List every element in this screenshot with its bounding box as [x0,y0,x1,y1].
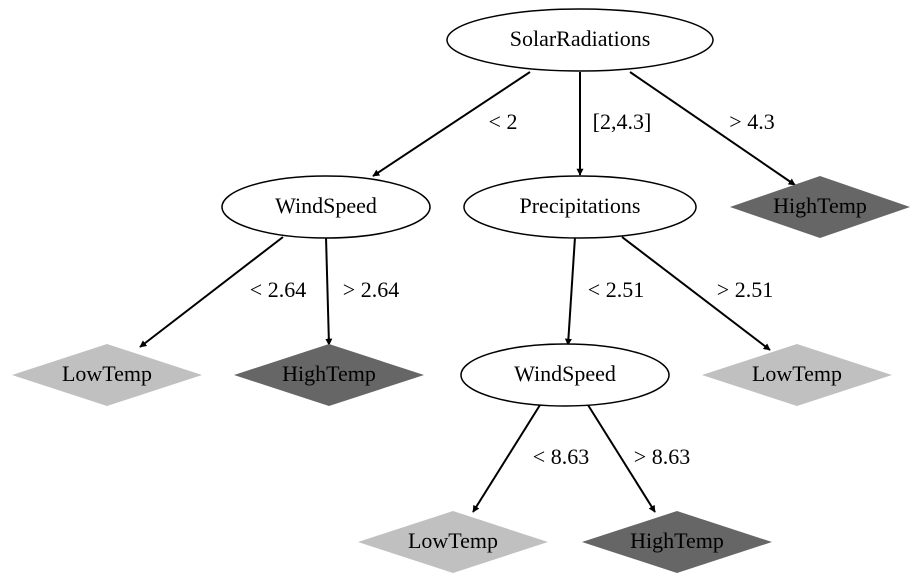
edge-label: < 2 [489,109,518,134]
edge [564,236,576,346]
edge-label: > 4.3 [729,109,774,134]
edge-label: < 2.64 [250,277,306,302]
edge [139,236,284,348]
edge-label: > 2.64 [343,277,399,302]
edge-label: < 8.63 [533,444,589,469]
node-ellipse [446,8,714,72]
node-label: LowTemp [62,361,152,386]
edge-label: > 2.51 [717,277,773,302]
node-diamond [702,344,892,406]
edge [587,404,656,513]
node-label: WindSpeed [275,193,377,218]
node-diamond [358,511,548,573]
node-label: LowTemp [752,361,842,386]
node-ellipse [221,175,431,239]
edge [621,236,771,351]
node-label: LowTemp [408,528,498,553]
node-label: HighTemp [630,528,724,553]
edge [472,404,541,513]
node-label: WindSpeed [514,361,616,386]
node-diamond [730,176,910,238]
edge [629,71,796,186]
edge [372,71,531,177]
node-diamond [234,344,424,406]
node-label: HighTemp [773,193,867,218]
node-label: Precipitations [520,193,641,218]
edge [325,236,333,346]
edge-label: > 8.63 [634,444,690,469]
edge-label: < 2.51 [588,277,644,302]
node-label: HighTemp [282,361,376,386]
node-ellipse [463,175,697,239]
node-label: SolarRadiations [510,26,651,51]
edge-label: [2,4.3] [593,109,652,134]
node-ellipse [460,343,670,407]
node-diamond [582,511,772,573]
node-diamond [12,344,202,406]
